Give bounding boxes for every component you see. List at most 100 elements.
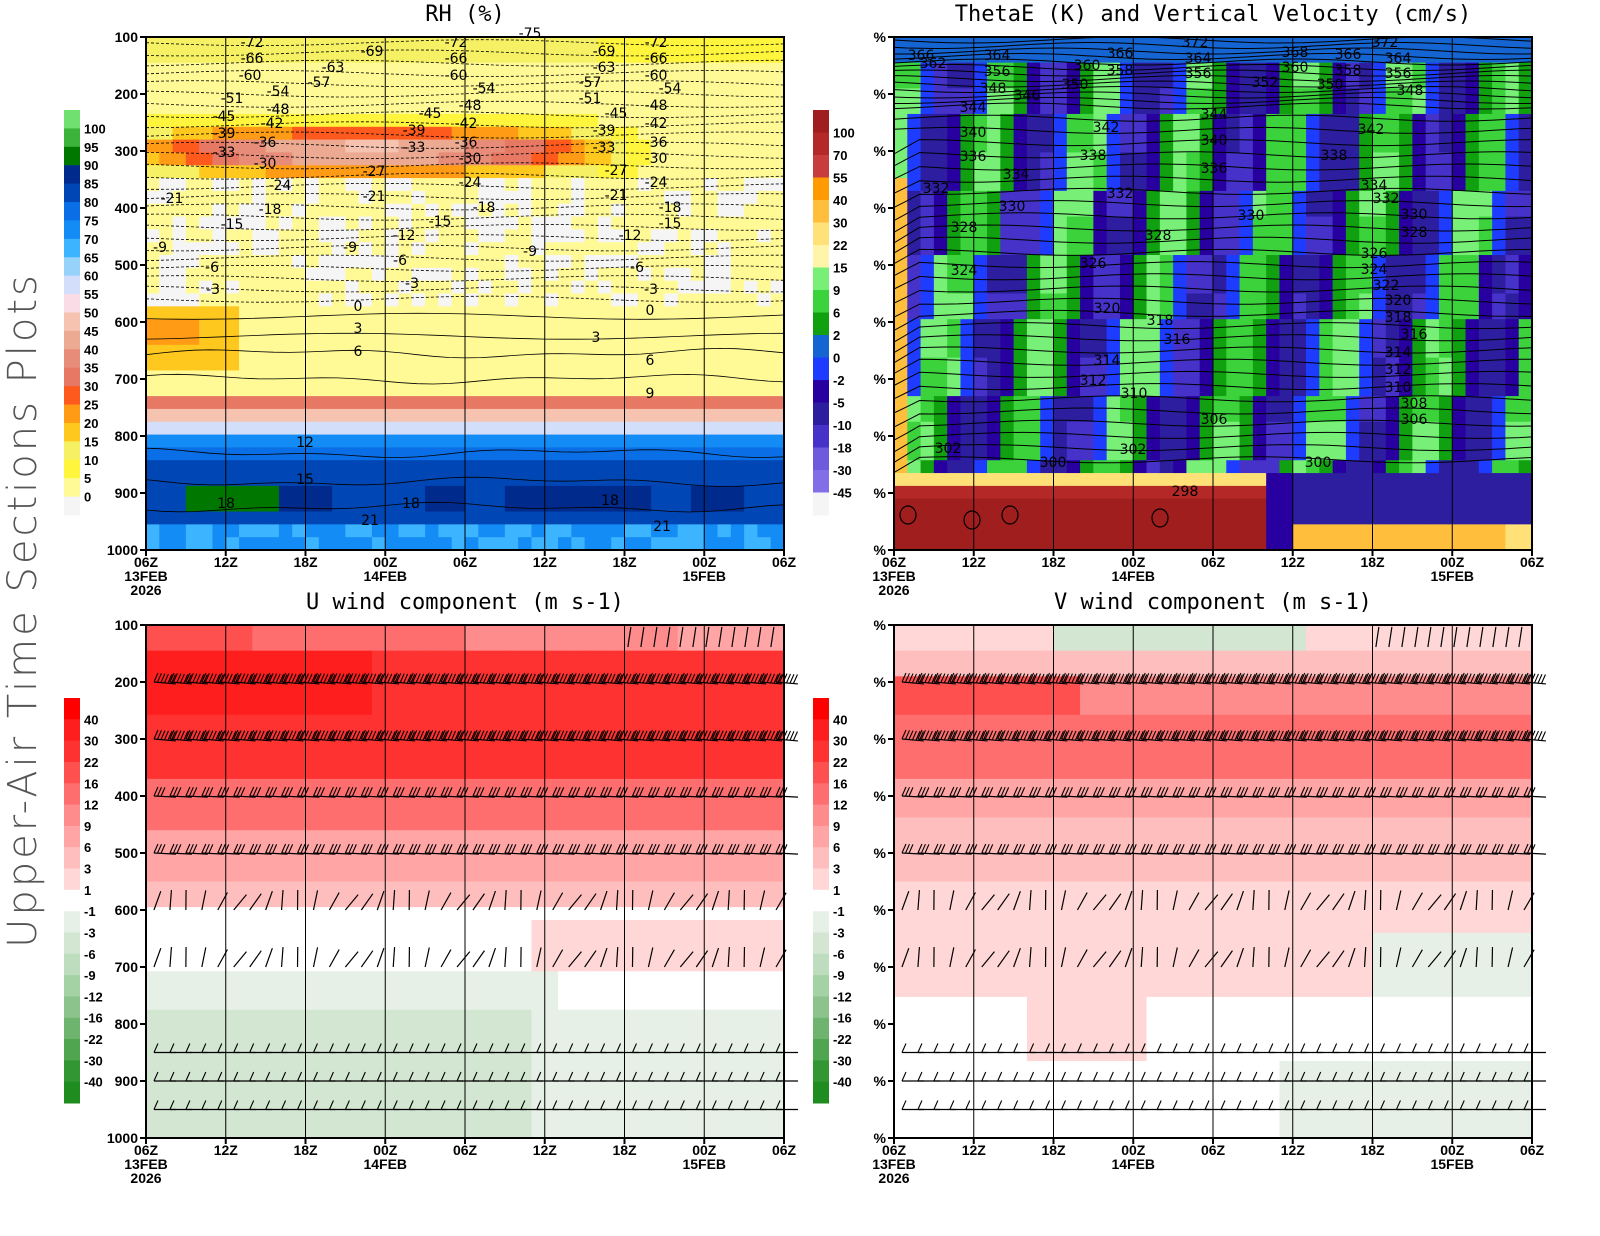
shade-cell <box>491 242 506 256</box>
shade-cell <box>371 460 386 474</box>
shade-cell <box>1053 331 1068 346</box>
shade-cell <box>504 447 519 461</box>
shade-cell <box>571 344 586 359</box>
shade-cell <box>1266 537 1281 551</box>
shade-cell <box>385 791 400 806</box>
shade-cell <box>451 1125 466 1139</box>
shade-cell <box>1345 460 1360 474</box>
shade-cell <box>411 178 426 192</box>
shade-cell <box>425 498 440 513</box>
shade-cell <box>1026 139 1041 154</box>
shade-cell <box>987 113 1001 128</box>
shade-cell <box>933 537 948 551</box>
shade-cell <box>398 701 413 716</box>
shade-cell <box>451 331 466 346</box>
shade-cell <box>664 331 679 346</box>
shade-cell <box>1226 524 1241 538</box>
colorbar-label: 65 <box>84 250 98 265</box>
shade-cell <box>159 216 174 230</box>
shade-cell <box>332 37 346 51</box>
shade-cell <box>531 216 546 230</box>
shade-cell <box>451 113 466 128</box>
shade-cell <box>225 958 240 972</box>
shade-cell <box>1306 293 1320 307</box>
shade-cell <box>1385 485 1400 500</box>
shade-cell <box>185 165 200 179</box>
shade-cell <box>172 996 187 1011</box>
shade-cell <box>199 830 214 844</box>
shade-cell <box>185 344 200 359</box>
shade-cell <box>265 881 280 895</box>
shade-cell <box>1359 498 1374 513</box>
shade-cell <box>212 791 227 806</box>
shade-cell <box>305 421 320 436</box>
shade-cell <box>438 650 453 665</box>
shade-cell <box>1465 293 1480 307</box>
shade-cell <box>664 242 679 256</box>
shade-cell <box>292 370 307 384</box>
shade-cell <box>199 319 214 333</box>
shade-cell <box>597 383 612 397</box>
shade-cell <box>664 421 679 436</box>
shade-cell <box>451 242 466 256</box>
shade-cell <box>239 1125 253 1139</box>
shade-cell <box>478 396 493 410</box>
shade-cell <box>1425 319 1440 333</box>
shade-cell <box>1199 498 1214 513</box>
shade-cell <box>1279 165 1294 179</box>
shade-cell <box>637 473 652 487</box>
shade-cell <box>690 524 705 538</box>
shade-cell <box>597 37 612 51</box>
shade-cell <box>212 126 227 141</box>
shade-cell <box>292 907 307 921</box>
shade-cell <box>371 1061 386 1075</box>
shade-cell <box>358 460 373 474</box>
shade-cell <box>571 524 586 538</box>
shade-cell <box>451 766 466 780</box>
shade-cell <box>1452 485 1467 500</box>
shade-cell <box>1053 293 1068 307</box>
shade-cell <box>987 370 1001 384</box>
shade-cell <box>1279 293 1294 307</box>
shade-cell <box>1412 255 1427 269</box>
shade-cell <box>371 331 386 346</box>
shade-cell <box>947 473 962 487</box>
shade-cell <box>1319 255 1334 269</box>
shade-cell <box>624 447 639 461</box>
shade-cell <box>398 165 413 179</box>
shade-cell <box>1266 216 1281 230</box>
shade-cell <box>371 319 386 333</box>
shade-cell <box>1279 383 1294 397</box>
shade-cell <box>933 267 948 282</box>
shade-cell <box>305 242 320 256</box>
shade-cell <box>920 383 935 397</box>
shade-cell <box>265 971 280 985</box>
shade-cell <box>757 267 772 282</box>
shade-cell <box>1492 537 1507 551</box>
shade-cell <box>1053 126 1068 141</box>
shade-cell <box>1119 331 1134 346</box>
shade-cell <box>385 984 400 998</box>
y-tick-label: % <box>874 314 887 330</box>
shade-cell <box>278 229 293 243</box>
shade-cell <box>1119 511 1134 525</box>
colorbar-swatch <box>64 146 80 166</box>
shade-cell <box>278 511 293 525</box>
shade-cell <box>491 229 506 243</box>
shade-cell <box>265 932 280 947</box>
shade-cell <box>239 778 253 793</box>
shade-cell <box>704 152 719 166</box>
shade-cell <box>332 753 346 767</box>
shade-cell <box>1066 190 1081 205</box>
shade-cell <box>146 1048 160 1062</box>
shade-cell <box>278 49 293 64</box>
shade-cell <box>690 216 705 230</box>
shade-cell <box>159 357 174 372</box>
shade-cell <box>1053 511 1068 525</box>
shade-cell <box>1399 511 1413 525</box>
shade-cell <box>185 255 200 269</box>
y-tick-label: % <box>874 29 887 45</box>
shade-cell <box>185 524 200 538</box>
shade-cell <box>1173 126 1188 141</box>
shade-cell <box>345 1022 360 1036</box>
